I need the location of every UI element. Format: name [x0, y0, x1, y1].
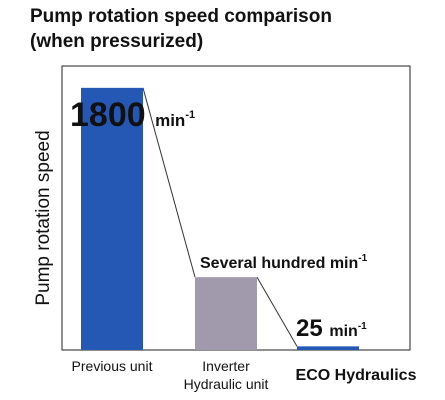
bar-2 [195, 277, 257, 350]
chart-title-line-2: (when pressurized) [30, 31, 204, 52]
chart-title: Pump rotation speed comparison (when pre… [30, 4, 440, 54]
data-label-2: Several hundred min-1 [200, 253, 368, 272]
x-tick-label-3: ECO Hydraulics [296, 367, 417, 384]
data-label-1: 1800 min-1 [70, 96, 195, 134]
connector-line-2 [256, 276, 298, 347]
chart-title-line-1: Pump rotation speed comparison [30, 6, 332, 27]
bar-1 [81, 87, 143, 350]
x-tick-label-2: Inverter Hydraulic unit [184, 358, 269, 392]
x-tick-label-1: Previous unit [72, 358, 153, 374]
connector-line-1 [142, 87, 196, 278]
y-axis-label: Pump rotation speed [33, 130, 54, 305]
data-label-3: 25 min-1 [296, 315, 367, 342]
bar-3 [297, 346, 359, 350]
